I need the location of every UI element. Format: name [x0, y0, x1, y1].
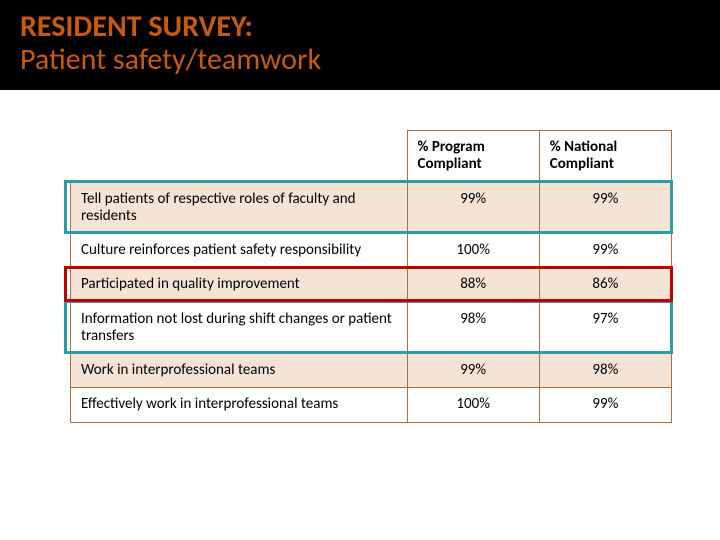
program-cell: 100% — [407, 388, 539, 422]
national-cell: 86% — [539, 268, 671, 302]
title-line1: RESIDENT SURVEY: — [20, 10, 700, 43]
national-cell: 99% — [539, 234, 671, 268]
survey-table: % Program Compliant % National Compliant… — [70, 130, 672, 423]
metric-cell: Effectively work in interprofessional te… — [71, 388, 408, 422]
national-cell: 99% — [539, 388, 671, 422]
program-cell: 100% — [407, 234, 539, 268]
title-line2: Patient safety/teamwork — [20, 43, 700, 76]
program-cell: 99% — [407, 182, 539, 234]
title-bar: RESIDENT SURVEY: Patient safety/teamwork — [0, 0, 720, 90]
table-row: Culture reinforces patient safety respon… — [71, 234, 672, 268]
table-row: Effectively work in interprofessional te… — [71, 388, 672, 422]
program-cell: 88% — [407, 268, 539, 302]
table-row: Work in interprofessional teams99%98% — [71, 354, 672, 388]
program-cell: 98% — [407, 302, 539, 354]
national-cell: 98% — [539, 354, 671, 388]
table-header-row: % Program Compliant % National Compliant — [71, 131, 672, 183]
table-row: Participated in quality improvement88%86… — [71, 268, 672, 302]
metric-cell: Information not lost during shift change… — [71, 302, 408, 354]
header-empty — [71, 131, 408, 183]
national-cell: 97% — [539, 302, 671, 354]
table-wrap: % Program Compliant % National Compliant… — [70, 130, 672, 423]
program-cell: 99% — [407, 354, 539, 388]
metric-cell: Participated in quality improvement — [71, 268, 408, 302]
metric-cell: Tell patients of respective roles of fac… — [71, 182, 408, 234]
metric-cell: Culture reinforces patient safety respon… — [71, 234, 408, 268]
table-row: Information not lost during shift change… — [71, 302, 672, 354]
metric-cell: Work in interprofessional teams — [71, 354, 408, 388]
header-national: % National Compliant — [539, 131, 671, 183]
national-cell: 99% — [539, 182, 671, 234]
header-program: % Program Compliant — [407, 131, 539, 183]
table-row: Tell patients of respective roles of fac… — [71, 182, 672, 234]
